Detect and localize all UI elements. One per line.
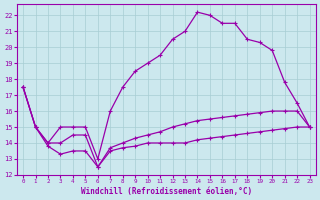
X-axis label: Windchill (Refroidissement éolien,°C): Windchill (Refroidissement éolien,°C) [81, 187, 252, 196]
